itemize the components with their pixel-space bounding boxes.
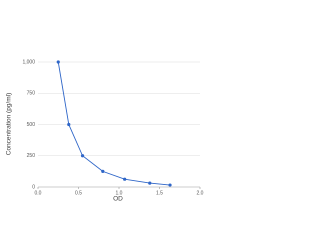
x-axis-title: OD xyxy=(113,196,123,203)
point xyxy=(80,154,85,158)
x-tick-label: 1.5 xyxy=(156,190,163,196)
curve xyxy=(57,61,171,186)
y-tick-label: 0 xyxy=(32,184,35,190)
y-axis-title: Concentration (pg/ml) xyxy=(6,93,13,156)
x-tick-label: 1.0 xyxy=(116,190,123,196)
chart: OD Concentration (pg/ml) 0 250 500 750 1,000… xyxy=(6,59,204,203)
point xyxy=(148,181,152,185)
y-tick-label: 250 xyxy=(27,153,36,159)
point xyxy=(168,183,172,187)
x-tick-label: 2.0 xyxy=(197,190,204,196)
y-tick-label: 500 xyxy=(27,122,36,128)
point xyxy=(123,177,127,181)
y-tick-label: 750 xyxy=(27,91,36,97)
y-tick-label: 1,000 xyxy=(22,59,35,65)
point xyxy=(67,122,71,127)
x-tick-label: 0.0 xyxy=(35,190,42,196)
point xyxy=(101,169,105,173)
point xyxy=(56,60,60,64)
x-tick-label: 0.5 xyxy=(75,190,82,196)
